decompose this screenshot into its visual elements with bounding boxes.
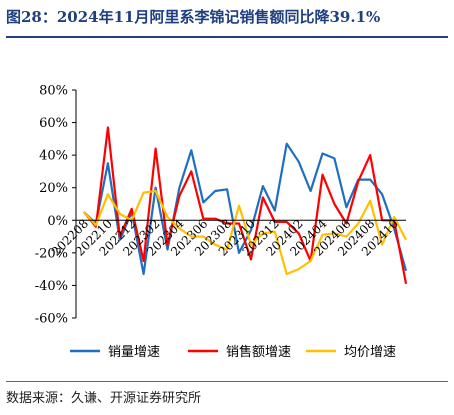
legend-label: 销量增速 (108, 345, 160, 360)
y-tick-label: -20% (35, 246, 68, 261)
y-axis: -60% -40% -20% 0% 20% 40% 60% 80% (35, 84, 77, 327)
line-chart: -60% -40% -20% 0% 20% 40% 60% 80% 2022082022102… (35, 84, 408, 360)
title-divider (6, 36, 448, 38)
legend: 销量增速 销售额增速 均价增速 (70, 344, 396, 360)
legend-label: 销售额增速 (226, 344, 291, 360)
y-tick-label: -60% (35, 312, 68, 327)
source-divider (6, 381, 448, 382)
data-source: 数据来源：久谦、开源证券研究所 (6, 391, 202, 406)
y-tick-label: 40% (39, 149, 68, 164)
series-line-1 (83, 126, 408, 285)
y-tick-label: 0% (47, 214, 68, 229)
series-lines (83, 126, 408, 285)
y-tick-label: 20% (39, 181, 68, 196)
y-tick-label: 80% (39, 84, 68, 99)
figure-title: 图28：2024年11月阿里系李锦记销售额同比降39.1% (6, 8, 381, 26)
x-axis: 2022082022102022122023022023042023062023… (49, 216, 406, 259)
legend-label: 均价增速 (344, 345, 396, 360)
series-line-2 (83, 189, 407, 276)
y-tick-label: -40% (35, 279, 68, 294)
y-tick-label: 60% (39, 116, 68, 131)
